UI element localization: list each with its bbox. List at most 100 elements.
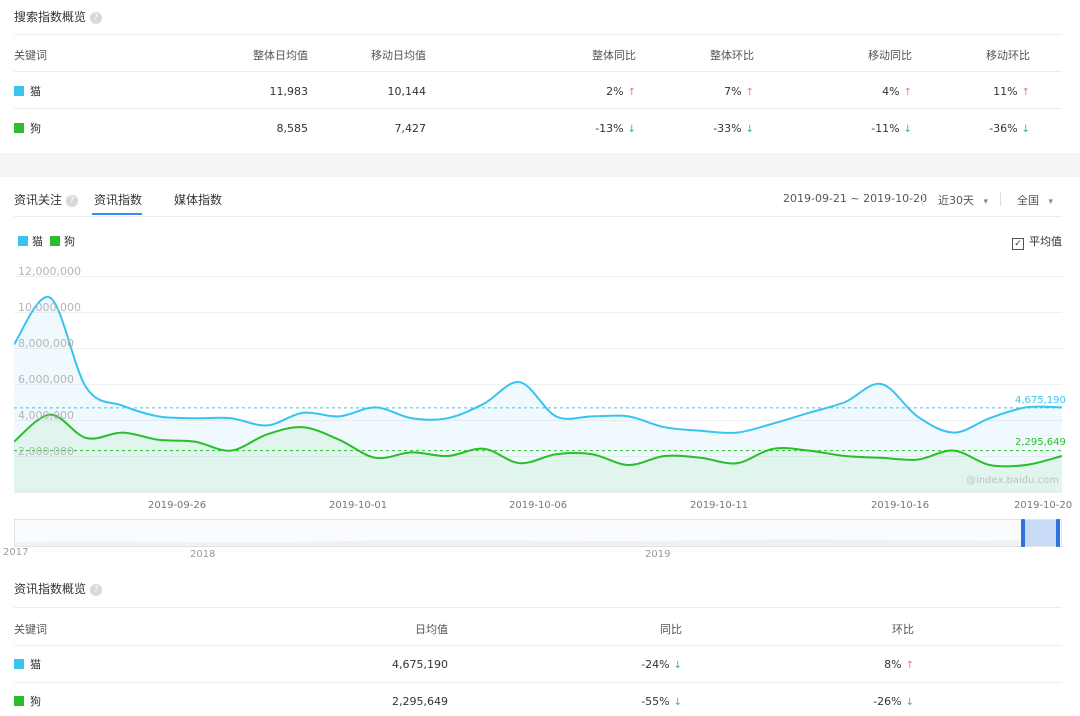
gridline [14,312,1062,313]
y-tick-label: 10,000,000 [18,301,81,314]
series-line-0[interactable] [14,296,1062,434]
arrow-up-icon: ↑ [905,660,914,671]
col-header-keyword: 关键词 [14,49,47,62]
yoy-value: -55% ↓ [641,695,682,708]
arrow-up-icon: ↑ [745,87,754,98]
legend-item-cat[interactable]: 猫 [18,233,43,249]
mom-value: 8% ↑ [884,658,914,671]
series-swatch [14,86,24,96]
region-select[interactable]: 全国 ▾ [1017,192,1053,208]
gridline [14,276,1062,277]
period-select-value: 近30天 [938,194,974,207]
range-slider-label: 2018 [190,549,216,560]
y-tick-label: 6,000,000 [18,373,74,386]
range-slider-handle-right[interactable] [1056,519,1060,547]
pct-text: 2% [606,85,624,98]
divider [14,216,1062,217]
divider [14,108,1062,109]
range-slider-selection[interactable] [1023,520,1059,546]
mobile-yoy-value: 4% ↑ [882,85,912,98]
caret-down-icon: ▾ [1048,197,1054,207]
period-select[interactable]: 近30天 ▾ [938,192,988,208]
watermark: @index.baidu.com [966,475,1060,486]
news-overview-title-text: 资讯指数概览 [14,582,87,596]
legend-item-dog[interactable]: 狗 [50,233,75,249]
chart-areas [14,296,1062,492]
x-tick-label: 2019-09-26 [148,500,207,511]
checkbox-checked-icon[interactable]: ✓ [1012,238,1024,250]
pct-text: 11% [993,85,1018,98]
gridline [14,456,1062,457]
pct-text: -33% [713,122,742,135]
mom-value: -26% ↓ [873,695,914,708]
gridline [14,384,1062,385]
overall-yoy-value: -13% ↓ [595,122,636,135]
arrow-up-icon: ↑ [903,87,912,98]
series-swatch [14,696,24,706]
tab-media-index[interactable]: 媒体指数 [174,193,223,207]
range-slider-track[interactable] [14,519,1062,547]
col-header-mobile-yoy: 移动同比 [868,49,912,62]
keyword-label: 猫 [30,85,41,98]
average-toggle-label: 平均值 [1029,235,1062,248]
x-tick-label: 2019-10-16 [871,500,930,511]
arrow-down-icon: ↓ [673,697,682,708]
y-tick-label: 4,000,000 [18,409,74,422]
average-toggle[interactable]: ✓ 平均值 [1012,233,1062,250]
overall-avg-value: 11,983 [269,85,309,98]
avg-value: 2,295,649 [392,695,448,708]
avg-value: 4,675,190 [392,658,448,671]
range-slider-label: 2019 [645,549,671,560]
col-header-yoy: 同比 [660,623,682,636]
table-row-keyword-dog: 狗 [14,693,41,709]
tab-news-index[interactable]: 资讯指数 [94,193,143,207]
col-header-mom: 环比 [892,623,914,636]
caret-down-icon: ▾ [983,197,989,207]
series-line-1[interactable] [14,413,1062,468]
help-icon[interactable]: ? [66,194,79,207]
help-icon[interactable]: ? [90,583,103,596]
keyword-label: 狗 [30,695,41,708]
arrow-up-icon: ↑ [1021,87,1030,98]
help-icon[interactable]: ? [90,11,103,24]
overall-mom-value: 7% ↑ [724,85,754,98]
col-header-avg: 日均值 [415,623,448,636]
pct-text: 4% [882,85,900,98]
pct-text: -24% [641,658,670,671]
mobile-avg-value: 7,427 [394,122,427,135]
pct-text: -55% [641,695,670,708]
active-tab-underline [92,213,142,215]
mobile-mom-value: 11% ↑ [993,85,1030,98]
table-row-keyword-cat: 猫 [14,83,41,99]
search-overview-title-text: 搜索指数概览 [14,10,87,24]
col-header-mobile-mom: 移动环比 [986,49,1030,62]
divider [14,71,1062,72]
range-slider-handle-left[interactable] [1021,519,1025,547]
news-index-chart[interactable] [14,276,1062,498]
x-tick-label: 2019-10-11 [690,500,749,511]
region-select-value: 全国 [1017,194,1039,207]
table-row-keyword-cat: 猫 [14,656,41,672]
chart-average-lines [14,407,1062,452]
pct-text: 8% [884,658,902,671]
overall-mom-value: -33% ↓ [713,122,754,135]
legend-label: 狗 [64,235,75,248]
col-header-overall-mom: 整体环比 [710,49,754,62]
mobile-avg-value: 10,144 [387,85,427,98]
yoy-value: -24% ↓ [641,658,682,671]
divider [14,682,1062,683]
series-swatch [14,123,24,133]
keyword-label: 猫 [30,658,41,671]
date-range-picker[interactable]: 2019-09-21 ~ 2019-10-20 [783,192,928,205]
overall-avg-value: 8,585 [276,122,309,135]
average-label-cat: 4,675,190 [1015,395,1066,406]
range-slider-preview [15,539,1061,546]
col-header-keyword: 关键词 [14,623,47,636]
series-area-0 [14,296,1062,492]
arrow-down-icon: ↓ [745,124,754,135]
series-area-1 [14,414,1062,492]
news-section-label-text: 资讯关注 [14,193,63,207]
x-tick-label: 2019-10-01 [329,500,388,511]
news-section-label: 资讯关注? [14,191,79,208]
arrow-down-icon: ↓ [1021,124,1030,135]
